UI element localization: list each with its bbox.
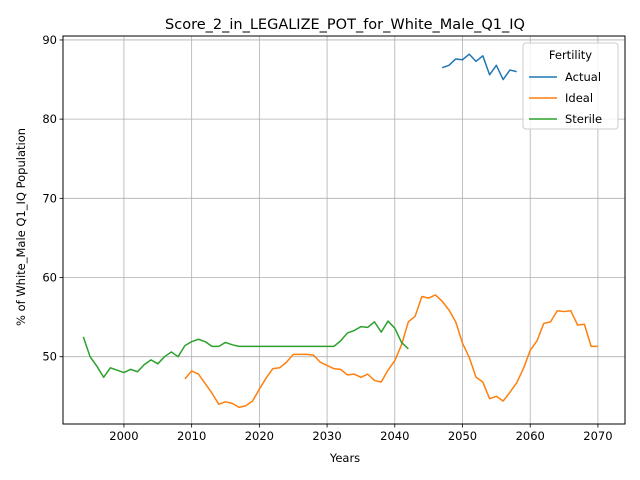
legend: Fertility Actual Ideal Sterile <box>522 42 619 130</box>
chart-title: Score_2_in_LEGALIZE_POT_for_White_Male_Q… <box>165 17 525 33</box>
y-tick-label: 70 <box>42 191 57 205</box>
legend-label-actual: Actual <box>565 70 601 84</box>
y-tick-label: 60 <box>42 271 57 285</box>
x-tick-label: 2070 <box>583 429 612 443</box>
y-axis-label: % of White_Male Q1_IQ Population <box>14 128 28 326</box>
x-tick-label: 2000 <box>109 429 138 443</box>
x-tick-label: 2040 <box>380 429 409 443</box>
x-tick-label: 2010 <box>177 429 206 443</box>
legend-label-sterile: Sterile <box>565 112 602 126</box>
legend-box <box>522 42 619 130</box>
legend-title: Fertility <box>549 48 592 62</box>
series-line-actual <box>441 53 517 81</box>
series-line-ideal <box>184 294 598 409</box>
x-tick-label: 2030 <box>312 429 341 443</box>
y-tick-label: 90 <box>42 33 57 47</box>
legend-label-ideal: Ideal <box>565 91 593 105</box>
x-axis-label: Years <box>329 451 360 465</box>
series-line-sterile <box>82 320 409 379</box>
series-group <box>82 53 598 409</box>
y-tick-label: 80 <box>42 112 57 126</box>
x-tick-label: 2020 <box>245 429 274 443</box>
x-tick-label: 2060 <box>516 429 545 443</box>
y-tick-label: 50 <box>42 350 57 364</box>
plot-frame <box>62 35 626 425</box>
axis-ticks: 2000 2010 2020 2030 2040 2050 2060 2070 50 60 70 80… <box>42 33 612 443</box>
x-tick-label: 2050 <box>448 429 477 443</box>
